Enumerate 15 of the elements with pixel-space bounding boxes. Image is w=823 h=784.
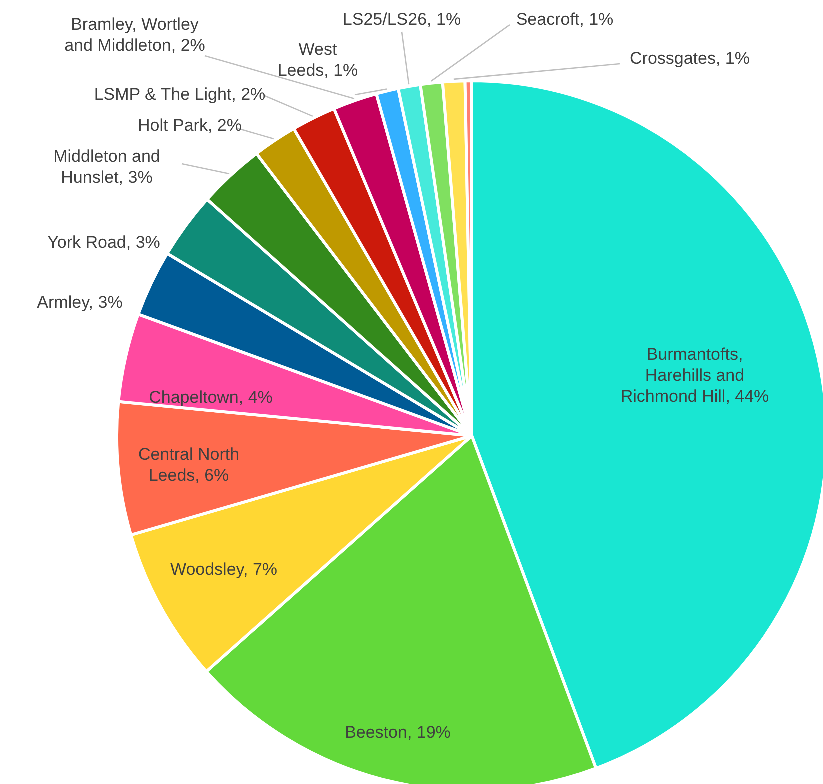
slice-label: Seacroft, 1%	[516, 10, 614, 29]
slice-label: Bramley, Wortley and Middleton, 2%	[64, 15, 206, 55]
slice-label: LSMP & The Light, 2%	[94, 85, 266, 104]
slice-label: Armley, 3%	[37, 293, 123, 312]
slice-label: Chapeltown, 4%	[149, 388, 273, 407]
slice-label: West Leeds, 1%	[278, 40, 358, 80]
slice-label: Holt Park, 2%	[138, 116, 242, 135]
slice-label: LS25/LS26, 1%	[342, 10, 462, 29]
slice-label: Middleton and Hunslet, 3%	[54, 147, 160, 187]
slice-label: Woodsley, 7%	[170, 560, 278, 579]
slice-label: York Road, 3%	[48, 233, 160, 252]
slice-label: Burmantofts, Harehills and Richmond Hill, 44%	[620, 345, 770, 406]
slice-label: Central North Leeds, 6%	[138, 445, 240, 485]
slice-label: Beeston, 19%	[345, 723, 451, 742]
slice-label: Crossgates, 1%	[630, 49, 750, 68]
